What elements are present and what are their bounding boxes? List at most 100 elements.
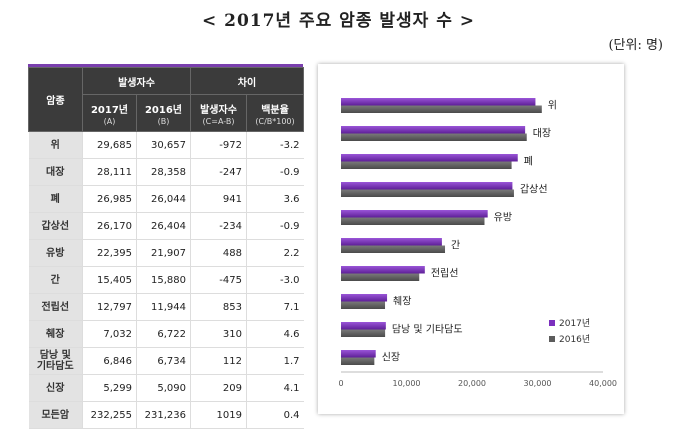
header-diff: 발생자수 (C=A-B): [190, 94, 247, 132]
cell-pct: 3.6: [246, 185, 304, 213]
cell-2016: 15,880: [136, 266, 191, 294]
cell-2016: 28,358: [136, 158, 191, 186]
cell-pct: -3.2: [246, 131, 304, 159]
cell-diff: 209: [190, 374, 247, 402]
cell-cancer: 위: [28, 131, 83, 159]
bar-2016: [341, 133, 527, 141]
table-row: 간 15,405 15,880 -475 -3.0: [28, 266, 304, 294]
cell-pct: -0.9: [246, 158, 304, 186]
header-pct: 백분율 (C/B*100): [246, 94, 304, 132]
cell-cancer: 대장: [28, 158, 83, 186]
cell-2017: 29,685: [82, 131, 137, 159]
cell-2017: 15,405: [82, 266, 137, 294]
legend-swatch: [549, 336, 555, 342]
cell-pct: -0.9: [246, 212, 304, 240]
header-group-incidence: 발생자수: [82, 67, 191, 95]
table-top-accent: [28, 64, 303, 67]
header-2017: 2017년 (A): [82, 94, 137, 132]
x-tick-label: 40,000: [589, 379, 617, 388]
cell-diff: 488: [190, 239, 247, 267]
bar-2017: [341, 126, 526, 134]
table-row: 폐 26,985 26,044 941 3.6: [28, 185, 304, 213]
cell-cancer: 신장: [28, 374, 83, 402]
bar-2017: [341, 350, 376, 358]
category-label: 담낭 및 기타담도: [392, 324, 463, 336]
cell-2016: 6,722: [136, 320, 191, 348]
table-row: 대장 28,111 28,358 -247 -0.9: [28, 158, 304, 186]
cell-2016: 26,404: [136, 212, 191, 240]
cell-2016: 21,907: [136, 239, 191, 267]
table-body: 위 29,685 30,657 -972 -3.2 대장 28,111 28,358 -247-…: [28, 131, 304, 429]
cell-diff: 941: [190, 185, 247, 213]
category-label: 대장: [533, 128, 551, 140]
bar-2017: [341, 322, 386, 330]
bar-2016: [341, 189, 514, 197]
page-title: < 2017년 주요 암종 발생자 수 >: [201, 11, 476, 31]
x-tick-label: 30,000: [524, 379, 552, 388]
cell-pct: 4.1: [246, 374, 304, 402]
cell-2016: 6,734: [136, 347, 191, 375]
bar-2016: [341, 161, 512, 169]
cell-pct: 2.2: [246, 239, 304, 267]
legend-swatch: [549, 320, 555, 326]
cell-cancer: 전립선: [28, 293, 83, 321]
bar-2016: [341, 329, 386, 337]
legend-label: 2017년: [559, 318, 590, 329]
cell-2017: 26,170: [82, 212, 137, 240]
cell-cancer: 모든암: [28, 401, 83, 429]
cell-diff: 112: [190, 347, 247, 375]
bar-2016: [341, 357, 375, 365]
header-group-difference: 차이: [190, 67, 304, 95]
cell-2016: 231,236: [136, 401, 191, 429]
cell-cancer: 간: [28, 266, 83, 294]
bar-2016: [341, 105, 542, 113]
bar-2017: [341, 266, 425, 274]
cell-pct: -3.0: [246, 266, 304, 294]
bar-2017: [341, 238, 442, 246]
bar-2017: [341, 294, 388, 302]
legend-label: 2016년: [559, 334, 590, 345]
cell-pct: 7.1: [246, 293, 304, 321]
cell-pct: 4.6: [246, 320, 304, 348]
bar-chart: 0 10,000 20,000 30,000 40,000 위대장폐갑상선유방간전립선췌장…: [338, 98, 617, 388]
bar-2016: [341, 245, 446, 253]
header-cancer: 암종: [28, 67, 83, 132]
cell-pct: 0.4: [246, 401, 304, 429]
table-row: 모든암 232,255 231,236 1019 0.4: [28, 401, 304, 429]
table-row: 유방 22,395 21,907 488 2.2: [28, 239, 304, 267]
cell-2016: 26,044: [136, 185, 191, 213]
table-row: 담낭 및 기타담도 6,846 6,734 112 1.7: [28, 347, 304, 375]
bar-2016: [341, 273, 420, 281]
category-label: 폐: [524, 156, 533, 168]
cell-cancer: 췌장: [28, 320, 83, 348]
category-label: 췌장: [393, 296, 411, 308]
cell-2017: 6,846: [82, 347, 137, 375]
table-row: 전립선 12,797 11,944 853 7.1: [28, 293, 304, 321]
incidence-table: 암종 발생자수 차이 2017년 (A) 2016년 (B) 발생자수 (C=A-B)…: [28, 64, 304, 429]
cell-cancer: 폐: [28, 185, 83, 213]
x-tick-label: 0: [338, 379, 343, 388]
cell-diff: -972: [190, 131, 247, 159]
cell-2017: 5,299: [82, 374, 137, 402]
category-label: 신장: [382, 352, 400, 364]
cell-2016: 5,090: [136, 374, 191, 402]
bar-2017: [341, 154, 518, 162]
cell-cancer: 갑상선: [28, 212, 83, 240]
bar-2017: [341, 98, 536, 106]
cell-2017: 22,395: [82, 239, 137, 267]
category-label: 갑상선: [520, 184, 548, 196]
bar-2016: [341, 301, 386, 309]
cell-2016: 30,657: [136, 131, 191, 159]
x-tick-label: 20,000: [458, 379, 486, 388]
cell-diff: -475: [190, 266, 247, 294]
cell-diff: 310: [190, 320, 247, 348]
cell-2017: 7,032: [82, 320, 137, 348]
table-row: 신장 5,299 5,090 209 4.1: [28, 374, 304, 402]
table-row: 위 29,685 30,657 -972 -3.2: [28, 131, 304, 159]
unit-label: (단위: 명): [608, 38, 663, 53]
category-label: 유방: [494, 212, 512, 224]
cell-cancer: 유방: [28, 239, 83, 267]
table-row: 췌장 7,032 6,722 310 4.6: [28, 320, 304, 348]
cell-diff: 853: [190, 293, 247, 321]
x-tick-label: 10,000: [393, 379, 421, 388]
